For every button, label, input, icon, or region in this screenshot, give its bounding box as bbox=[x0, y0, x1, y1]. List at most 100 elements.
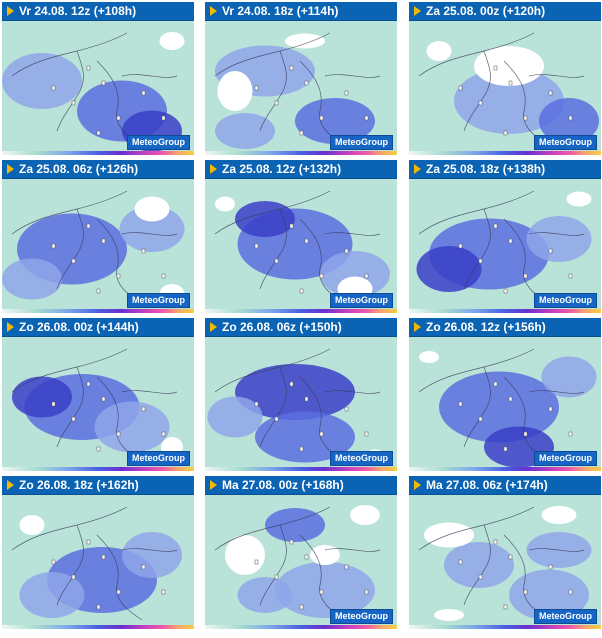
station-marker bbox=[344, 406, 349, 412]
yellow-triangle-icon bbox=[7, 322, 14, 332]
panel-title: Za 25.08. 12z (+132h) bbox=[222, 162, 342, 176]
precip-color-scale bbox=[205, 467, 397, 471]
forecast-panel[interactable]: Za 25.08. 12z (+132h) MeteoGroup bbox=[205, 160, 397, 313]
station-marker bbox=[141, 564, 146, 570]
map-canvas bbox=[2, 21, 194, 155]
precip-color-scale bbox=[205, 309, 397, 313]
station-marker bbox=[254, 85, 259, 91]
station-marker bbox=[364, 431, 369, 437]
station-marker bbox=[304, 554, 309, 560]
map-canvas bbox=[409, 495, 601, 629]
panel-title: Zo 26.08. 18z (+162h) bbox=[19, 478, 139, 492]
panel-title: Ma 27.08. 06z (+174h) bbox=[426, 478, 548, 492]
station-marker bbox=[141, 90, 146, 96]
station-marker bbox=[364, 273, 369, 279]
station-marker bbox=[568, 589, 573, 595]
panel-title: Za 25.08. 00z (+120h) bbox=[426, 4, 546, 18]
precip-area bbox=[526, 216, 592, 262]
station-marker bbox=[503, 130, 508, 136]
station-marker bbox=[364, 589, 369, 595]
precip-area bbox=[539, 98, 599, 144]
panel-header[interactable]: Zo 26.08. 12z (+156h) bbox=[409, 318, 601, 337]
panel-header[interactable]: Zo 26.08. 00z (+144h) bbox=[2, 318, 194, 337]
map-canvas bbox=[205, 337, 397, 471]
station-marker bbox=[523, 273, 528, 279]
panel-header[interactable]: Za 25.08. 06z (+126h) bbox=[2, 160, 194, 179]
meteogroup-logo: MeteoGroup bbox=[534, 609, 597, 624]
station-marker bbox=[141, 248, 146, 254]
precipitation-map: MeteoGroup bbox=[409, 179, 601, 313]
panel-header[interactable]: Zo 26.08. 18z (+162h) bbox=[2, 476, 194, 495]
panel-header[interactable]: Za 25.08. 12z (+132h) bbox=[205, 160, 397, 179]
station-marker bbox=[116, 273, 121, 279]
yellow-triangle-icon bbox=[414, 6, 421, 16]
station-marker bbox=[299, 604, 304, 610]
forecast-panel[interactable]: Zo 26.08. 00z (+144h) MeteoGroup bbox=[2, 318, 194, 471]
precip-color-scale bbox=[2, 625, 194, 629]
forecast-panel[interactable]: Zo 26.08. 06z (+150h) MeteoGroup bbox=[205, 318, 397, 471]
station-marker bbox=[161, 273, 166, 279]
precip-color-scale bbox=[205, 625, 397, 629]
panel-header[interactable]: Vr 24.08. 12z (+108h) bbox=[2, 2, 194, 21]
precip-color-scale bbox=[409, 309, 601, 313]
precipitation-map: MeteoGroup bbox=[2, 21, 194, 155]
precipitation-map: MeteoGroup bbox=[2, 179, 194, 313]
yellow-triangle-icon bbox=[210, 6, 217, 16]
panel-header[interactable]: Vr 24.08. 18z (+114h) bbox=[205, 2, 397, 21]
forecast-panel[interactable]: Vr 24.08. 12z (+108h) MeteoGroup bbox=[2, 2, 194, 155]
precip-area bbox=[265, 508, 325, 542]
precip-area bbox=[2, 258, 62, 300]
station-marker bbox=[274, 416, 279, 422]
station-marker bbox=[299, 288, 304, 294]
forecast-panel[interactable]: Zo 26.08. 12z (+156h) MeteoGroup bbox=[409, 318, 601, 471]
station-marker bbox=[503, 604, 508, 610]
station-marker bbox=[254, 559, 259, 565]
precip-area bbox=[255, 411, 355, 463]
dry-area bbox=[566, 191, 592, 207]
forecast-panel[interactable]: Vr 24.08. 18z (+114h) MeteoGroup bbox=[205, 2, 397, 155]
precipitation-map: MeteoGroup bbox=[205, 21, 397, 155]
panel-title: Za 25.08. 06z (+126h) bbox=[19, 162, 139, 176]
station-marker bbox=[493, 223, 498, 229]
station-marker bbox=[344, 248, 349, 254]
forecast-panel[interactable]: Ma 27.08. 00z (+168h) MeteoGroup bbox=[205, 476, 397, 629]
station-marker bbox=[116, 115, 121, 121]
meteogroup-logo: MeteoGroup bbox=[330, 293, 393, 308]
yellow-triangle-icon bbox=[7, 164, 14, 174]
meteogroup-logo: MeteoGroup bbox=[534, 135, 597, 150]
forecast-panel[interactable]: Za 25.08. 06z (+126h) MeteoGroup bbox=[2, 160, 194, 313]
country-borders bbox=[11, 190, 178, 305]
forecast-panel[interactable]: Za 25.08. 18z (+138h) MeteoGroup bbox=[409, 160, 601, 313]
panel-title: Zo 26.08. 00z (+144h) bbox=[19, 320, 139, 334]
station-marker bbox=[86, 65, 91, 71]
station-marker bbox=[161, 589, 166, 595]
panel-title: Vr 24.08. 18z (+114h) bbox=[222, 4, 339, 18]
panel-header[interactable]: Zo 26.08. 06z (+150h) bbox=[205, 318, 397, 337]
station-marker bbox=[116, 431, 121, 437]
precip-color-scale bbox=[409, 625, 601, 629]
forecast-panel[interactable]: Za 25.08. 00z (+120h) MeteoGroup bbox=[409, 2, 601, 155]
precip-area bbox=[275, 562, 375, 618]
station-marker bbox=[304, 396, 309, 402]
precip-area bbox=[215, 113, 275, 149]
panel-header[interactable]: Za 25.08. 00z (+120h) bbox=[409, 2, 601, 21]
panel-header[interactable]: Ma 27.08. 06z (+174h) bbox=[409, 476, 601, 495]
precipitation-map: MeteoGroup bbox=[409, 337, 601, 471]
station-marker bbox=[304, 80, 309, 86]
dry-area bbox=[134, 196, 170, 222]
precip-area bbox=[509, 569, 589, 621]
dry-area bbox=[19, 515, 45, 535]
panel-header[interactable]: Za 25.08. 18z (+138h) bbox=[409, 160, 601, 179]
station-marker bbox=[493, 539, 498, 545]
country-borders bbox=[11, 506, 178, 621]
forecast-panel[interactable]: Ma 27.08. 06z (+174h) MeteoGroup bbox=[409, 476, 601, 629]
forecast-panel[interactable]: Zo 26.08. 18z (+162h) bbox=[2, 476, 194, 629]
dry-area bbox=[310, 545, 340, 565]
panel-header[interactable]: Ma 27.08. 00z (+168h) bbox=[205, 476, 397, 495]
station-marker bbox=[493, 381, 498, 387]
country-borders bbox=[11, 32, 178, 147]
precipitation-map bbox=[2, 495, 194, 629]
station-marker bbox=[51, 401, 56, 407]
station-marker bbox=[304, 238, 309, 244]
